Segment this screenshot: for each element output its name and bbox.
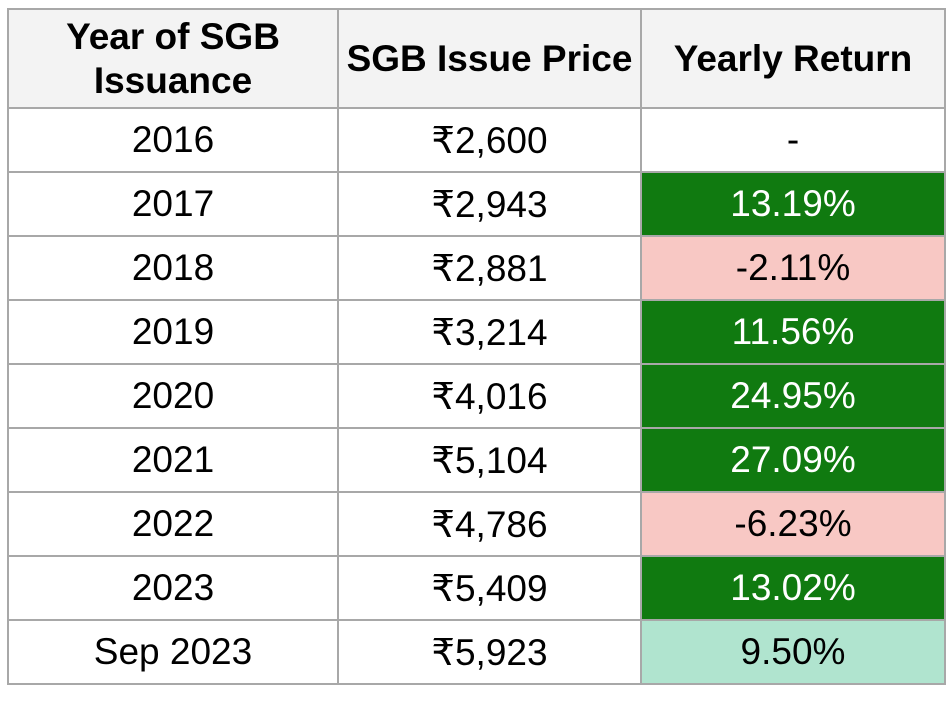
table-body: 2016 ₹2,600-2017 ₹2,943 13.19% 2018 ₹2,881 -2.… [7, 107, 946, 685]
year-cell: 2016 [7, 107, 339, 173]
yearly-return-cell: 24.95% [640, 363, 946, 429]
yearly-return-cell: -2.11% [640, 235, 946, 301]
issue-price-cell: ₹5,409 [337, 555, 642, 621]
year-cell: 2017 [7, 171, 339, 237]
yearly-return-cell: -6.23% [640, 491, 946, 557]
issue-price-cell: ₹2,600 [337, 107, 642, 173]
issue-price-cell: ₹4,786 [337, 491, 642, 557]
yearly-return-cell: 13.19% [640, 171, 946, 237]
yearly-return-cell: 27.09% [640, 427, 946, 493]
issue-price-cell: ₹2,881 [337, 235, 642, 301]
issue-price-cell: ₹4,016 [337, 363, 642, 429]
issue-price-cell: ₹2,943 [337, 171, 642, 237]
year-cell: 2023 [7, 555, 339, 621]
table-row: 2023 ₹5,409 13.02% [7, 555, 946, 621]
yearly-return-cell: 11.56% [640, 299, 946, 365]
table-row: 2021 ₹5,104 27.09% [7, 427, 946, 493]
table-row: 2016 ₹2,600- [7, 107, 946, 173]
header-yearly-return: Yearly Return [640, 8, 946, 109]
table-row: 2020 ₹4,016 24.95% [7, 363, 946, 429]
table-row: 2022 ₹4,786 -6.23% [7, 491, 946, 557]
year-cell: Sep 2023 [7, 619, 339, 685]
issue-price-cell: ₹5,104 [337, 427, 642, 493]
yearly-return-cell: - [640, 107, 946, 173]
sgb-returns-table: Year of SGB Issuance SGB Issue Price Yea… [7, 8, 946, 685]
header-issue-price: SGB Issue Price [337, 8, 642, 109]
table-row: Sep 2023 ₹5,923 9.50% [7, 619, 946, 685]
table-row: 2019 ₹3,214 11.56% [7, 299, 946, 365]
table-row: 2017 ₹2,943 13.19% [7, 171, 946, 237]
header-year: Year of SGB Issuance [7, 8, 339, 109]
issue-price-cell: ₹3,214 [337, 299, 642, 365]
year-cell: 2022 [7, 491, 339, 557]
yearly-return-cell: 13.02% [640, 555, 946, 621]
year-cell: 2021 [7, 427, 339, 493]
yearly-return-cell: 9.50% [640, 619, 946, 685]
year-cell: 2018 [7, 235, 339, 301]
year-cell: 2020 [7, 363, 339, 429]
table-header: Year of SGB Issuance SGB Issue Price Yea… [7, 8, 946, 109]
header-row: Year of SGB Issuance SGB Issue Price Yea… [7, 8, 946, 109]
issue-price-cell: ₹5,923 [337, 619, 642, 685]
table-row: 2018 ₹2,881 -2.11% [7, 235, 946, 301]
year-cell: 2019 [7, 299, 339, 365]
